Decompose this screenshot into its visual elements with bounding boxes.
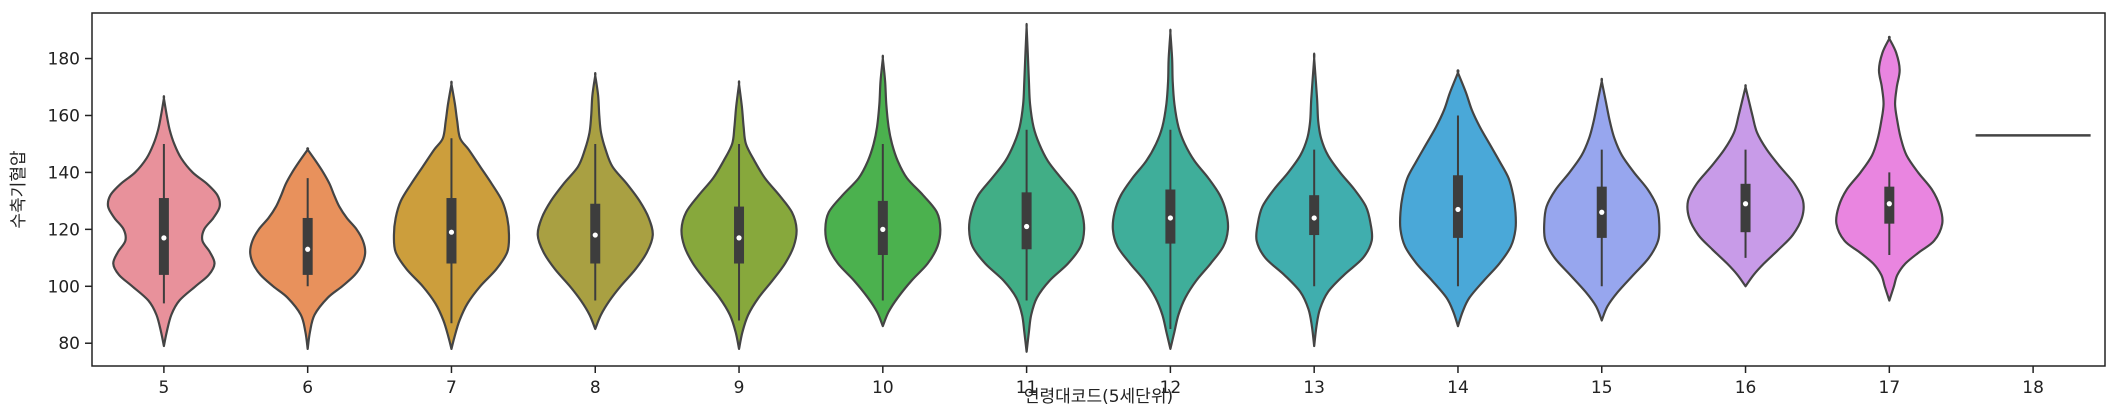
y-tick-label: 80	[58, 334, 80, 354]
violin-13	[1255, 52, 1374, 348]
y-axis: 80 100 120 140 160 180	[48, 50, 92, 354]
y-axis-label: 수축기혈압	[9, 150, 29, 229]
x-tick-label: 17	[1879, 378, 1901, 398]
violin-median-point	[1311, 215, 1317, 221]
violins-group	[106, 22, 2091, 353]
violin-iqr-box	[1021, 192, 1032, 250]
violin-6	[249, 147, 367, 351]
violin-14	[1398, 69, 1518, 328]
violin-median-point	[1024, 223, 1030, 230]
violin-body	[1835, 35, 1944, 302]
plot-frame	[91, 12, 2106, 367]
violin-median-point	[1599, 209, 1605, 215]
x-tick-label: 16	[1735, 378, 1757, 398]
violin-median-point	[161, 235, 167, 241]
violin-median-point	[880, 226, 886, 232]
x-tick-label: 5	[158, 378, 169, 398]
y-tick-label: 120	[48, 220, 80, 240]
violin-11	[967, 22, 1086, 353]
x-tick-label: 13	[1303, 378, 1325, 398]
violin-median-point	[592, 232, 598, 238]
violin-7	[392, 80, 511, 351]
x-tick-label: 15	[1591, 378, 1613, 398]
violin-9	[680, 80, 798, 351]
violin-iqr-box	[1309, 195, 1320, 236]
x-tick-label: 11	[1016, 378, 1038, 398]
violin-median-point	[1455, 206, 1461, 213]
violin-iqr-box	[1740, 183, 1751, 233]
y-tick-label: 160	[48, 106, 80, 126]
violin-15	[1542, 77, 1661, 322]
violin-iqr-box	[302, 217, 313, 275]
violin-median-point	[736, 235, 742, 241]
violin-median-point	[1742, 201, 1749, 207]
x-tick-label: 18	[2022, 378, 2044, 398]
y-tick-label: 140	[48, 163, 80, 183]
violin-median-point	[1167, 215, 1173, 221]
x-tick-label: 12	[1160, 378, 1182, 398]
violin-5	[106, 95, 221, 348]
violin-16	[1686, 84, 1805, 288]
x-tick-label: 10	[872, 378, 894, 398]
violin-median-point	[448, 229, 455, 235]
violin-iqr-box	[734, 206, 745, 264]
y-tick-label: 100	[48, 277, 80, 297]
y-tick-label: 180	[48, 50, 80, 70]
x-axis: 5 6 7 8 9 10 11 12 13 14 15 16 17 18	[158, 366, 2044, 398]
violin-median-point	[305, 246, 311, 252]
violin-8	[536, 72, 654, 331]
x-tick-label: 8	[590, 378, 601, 398]
violin-10	[824, 54, 942, 328]
violin-median-point	[1886, 201, 1892, 207]
x-tick-label: 6	[302, 378, 313, 398]
x-tick-label: 14	[1447, 378, 1469, 398]
x-tick-label: 9	[734, 378, 745, 398]
x-axis-label: 연령대코드(5세단위)	[1024, 387, 1173, 407]
violin-12	[1111, 28, 1230, 351]
violin-iqr-box	[1452, 175, 1463, 238]
x-tick-label: 7	[446, 378, 457, 398]
violin-17	[1835, 35, 1944, 302]
